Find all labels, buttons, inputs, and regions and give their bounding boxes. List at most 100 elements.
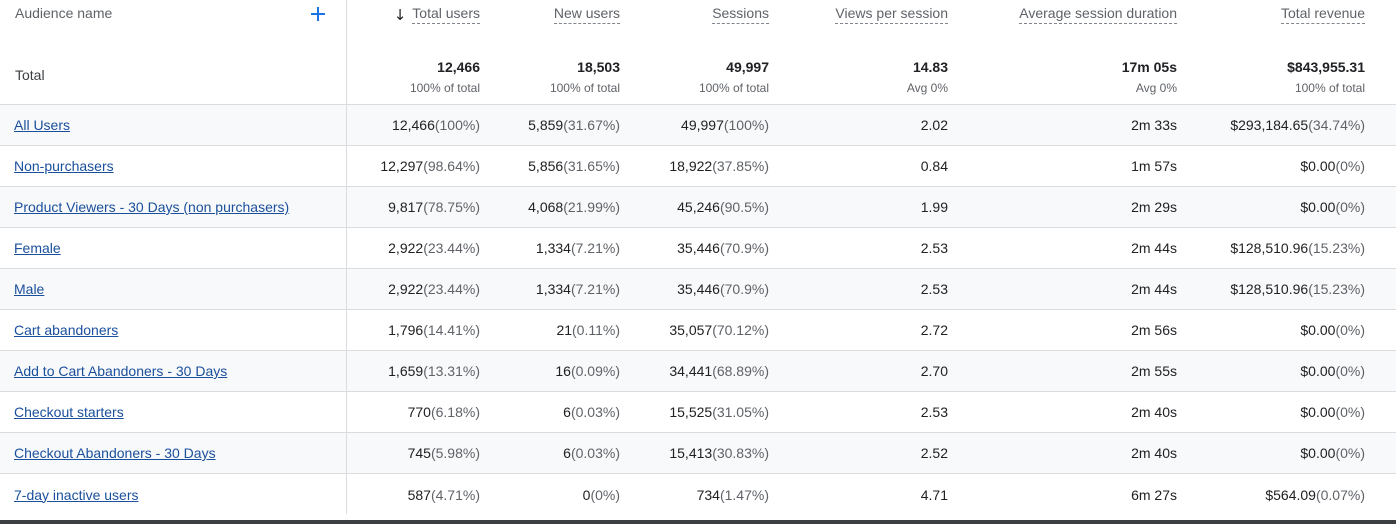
table-cell: 1.99 xyxy=(920,199,948,215)
table-cell: 1,334 (7.21%) xyxy=(535,281,620,297)
audience-link[interactable]: Add to Cart Abandoners - 30 Days xyxy=(14,363,228,379)
column-divider xyxy=(346,0,347,514)
table-row: Checkout starters 770 (6.18%) 6 (0.03%) … xyxy=(0,392,1396,433)
header-row: Audience name ↓ Total users New users Se… xyxy=(0,0,1396,48)
table-row: 7-day inactive users 587 (4.71%) 0 (0%) … xyxy=(0,474,1396,515)
table-cell: 1,334 (7.21%) xyxy=(535,240,620,256)
audience-link[interactable]: Non-purchasers xyxy=(14,158,114,174)
table-cell: 12,466 (100%) xyxy=(392,117,480,133)
audience-link[interactable]: Cart abandoners xyxy=(14,322,119,338)
table-cell: $0.00 (0%) xyxy=(1300,199,1365,215)
total-row: Total 12,466 100% of total 18,503 100% o… xyxy=(0,48,1396,105)
table-cell: 734 (1.47%) xyxy=(696,486,769,503)
table-row: Product Viewers - 30 Days (non purchaser… xyxy=(0,187,1396,228)
audience-link[interactable]: Product Viewers - 30 Days (non purchaser… xyxy=(14,199,290,215)
table-cell: 2.72 xyxy=(920,322,948,338)
audience-link[interactable]: 7-day inactive users xyxy=(14,486,139,503)
table-cell: 6 (0.03%) xyxy=(563,445,620,461)
column-header-total-revenue[interactable]: Total revenue xyxy=(1177,5,1365,24)
table-row: Checkout Abandoners - 30 Days 745 (5.98%… xyxy=(0,433,1396,474)
table-cell: 2.53 xyxy=(920,281,948,297)
table-row: Non-purchasers 12,297 (98.64%) 5,856 (31… xyxy=(0,146,1396,187)
table-cell: $0.00 (0%) xyxy=(1300,322,1365,338)
table-cell: $293,184.65 (34.74%) xyxy=(1230,117,1365,133)
table-cell: 770 (6.18%) xyxy=(407,404,480,420)
audience-name-header[interactable]: Audience name xyxy=(15,5,113,21)
column-header-new-users[interactable]: New users xyxy=(480,5,620,24)
table-cell: 745 (5.98%) xyxy=(407,445,480,461)
table-cell: 16 (0.09%) xyxy=(555,363,620,379)
table-cell: 4,068 (21.99%) xyxy=(528,199,620,215)
table-row: Male 2,922 (23.44%) 1,334 (7.21%) 35,446… xyxy=(0,269,1396,310)
total-cell: $843,955.31 100% of total xyxy=(1287,59,1365,95)
total-cell: 14.83 Avg 0% xyxy=(906,59,948,95)
table-cell: 0.84 xyxy=(920,158,948,174)
bottom-border xyxy=(0,520,1396,524)
table-cell: 2m 44s xyxy=(1131,281,1177,297)
column-header-average-session-duration[interactable]: Average session duration xyxy=(948,5,1177,24)
total-label: Total xyxy=(15,67,45,83)
column-header-views-per-session[interactable]: Views per session xyxy=(769,5,948,24)
table-row: Add to Cart Abandoners - 30 Days 1,659 (… xyxy=(0,351,1396,392)
total-cell: 12,466 100% of total xyxy=(409,59,480,95)
table-cell: 2m 56s xyxy=(1131,322,1177,338)
audience-link[interactable]: Checkout Abandoners - 30 Days xyxy=(14,445,216,461)
table-cell: $128,510.96 (15.23%) xyxy=(1230,281,1365,297)
sort-descending-icon[interactable]: ↓ xyxy=(393,5,407,24)
table-cell: 49,997 (100%) xyxy=(681,117,769,133)
table-cell: 5,859 (31.67%) xyxy=(528,117,620,133)
table-cell: 0 (0%) xyxy=(582,486,620,503)
table-cell: 2m 40s xyxy=(1131,404,1177,420)
table-cell: 1,796 (14.41%) xyxy=(388,322,480,338)
audience-link[interactable]: All Users xyxy=(14,117,71,133)
table-cell: 34,441 (68.89%) xyxy=(669,363,769,379)
table-cell: 2m 29s xyxy=(1131,199,1177,215)
column-header-sessions[interactable]: Sessions xyxy=(620,5,769,24)
add-dimension-icon[interactable] xyxy=(311,7,325,21)
table-cell: 35,057 (70.12%) xyxy=(669,322,769,338)
table-row: All Users 12,466 (100%) 5,859 (31.67%) 4… xyxy=(0,105,1396,146)
table-cell: 45,246 (90.5%) xyxy=(677,199,769,215)
table-cell: 1m 57s xyxy=(1131,158,1177,174)
table-cell: 2.02 xyxy=(920,117,948,133)
table-cell: $128,510.96 (15.23%) xyxy=(1230,240,1365,256)
table-cell: 35,446 (70.9%) xyxy=(677,281,769,297)
total-cell: 49,997 100% of total xyxy=(698,59,769,95)
table-cell: 2,922 (23.44%) xyxy=(388,240,480,256)
audience-link[interactable]: Male xyxy=(14,281,45,297)
table-cell: $0.00 (0%) xyxy=(1300,363,1365,379)
table-cell: 4.71 xyxy=(920,486,948,503)
table-cell: 2m 33s xyxy=(1131,117,1177,133)
table-cell: 587 (4.71%) xyxy=(407,486,480,503)
table-cell: 2.53 xyxy=(920,404,948,420)
table-cell: 2.52 xyxy=(920,445,948,461)
table-cell: 1,659 (13.31%) xyxy=(388,363,480,379)
table-cell: 2.53 xyxy=(920,240,948,256)
table-cell: 9,817 (78.75%) xyxy=(388,199,480,215)
table-cell: 6m 27s xyxy=(1131,486,1177,503)
column-header-total-users[interactable]: ↓ Total users xyxy=(393,5,480,24)
table-cell: $0.00 (0%) xyxy=(1300,158,1365,174)
table-cell: 2,922 (23.44%) xyxy=(388,281,480,297)
table-cell: $0.00 (0%) xyxy=(1300,404,1365,420)
table-cell: 21 (0.11%) xyxy=(556,322,620,338)
table-cell: $0.00 (0%) xyxy=(1300,445,1365,461)
table-cell: 2m 55s xyxy=(1131,363,1177,379)
table-cell: 15,525 (31.05%) xyxy=(669,404,769,420)
table-row: Female 2,922 (23.44%) 1,334 (7.21%) 35,4… xyxy=(0,228,1396,269)
table-cell: $564.09 (0.07%) xyxy=(1265,486,1365,503)
table-cell: 15,413 (30.83%) xyxy=(669,445,769,461)
table-cell: 2.70 xyxy=(920,363,948,379)
audience-link[interactable]: Checkout starters xyxy=(14,404,124,420)
table-cell: 2m 44s xyxy=(1131,240,1177,256)
table-cell: 12,297 (98.64%) xyxy=(380,158,480,174)
audience-link[interactable]: Female xyxy=(14,240,61,256)
table-cell: 18,922 (37.85%) xyxy=(669,158,769,174)
table-cell: 5,856 (31.65%) xyxy=(528,158,620,174)
table-cell: 35,446 (70.9%) xyxy=(677,240,769,256)
table-cell: 2m 40s xyxy=(1131,445,1177,461)
table-row: Cart abandoners 1,796 (14.41%) 21 (0.11%… xyxy=(0,310,1396,351)
total-cell: 17m 05s Avg 0% xyxy=(1121,59,1177,95)
total-cell: 18,503 100% of total xyxy=(549,59,620,95)
